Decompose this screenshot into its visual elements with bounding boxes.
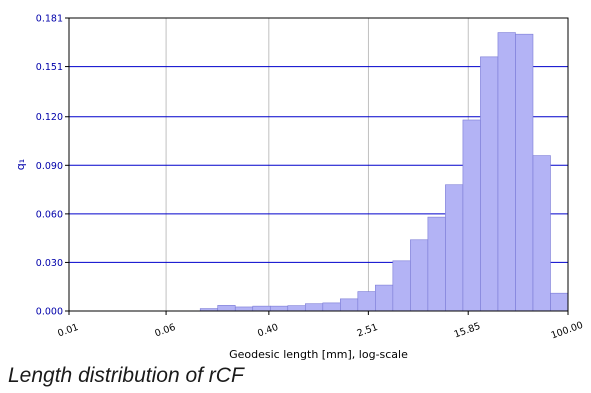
y-axis-label: q₁	[14, 159, 27, 170]
y-tick-label: 0.151	[36, 62, 63, 73]
x-tick-label: 15.85	[453, 321, 482, 341]
histogram-bar	[427, 216, 446, 312]
x-axis-label: Geodesic length [mm], log-scale	[229, 348, 408, 361]
histogram-bar	[234, 306, 254, 312]
x-tick-label: 0.06	[153, 322, 177, 340]
histogram-bar	[410, 239, 429, 312]
histogram-bars	[199, 32, 569, 312]
histogram-bar	[304, 303, 324, 312]
y-tick-label: 0.181	[36, 14, 63, 25]
histogram-bar	[532, 155, 551, 312]
histogram-bar	[515, 33, 534, 312]
y-tick-labels: 0.000 0.030 0.060 0.090 0.120 0.151 0.181	[36, 14, 69, 318]
histogram-bar	[375, 284, 394, 312]
histogram-bar	[287, 305, 306, 312]
x-tick-label: 0.01	[56, 322, 80, 340]
histogram-bar	[445, 184, 464, 312]
histogram-bar	[462, 119, 481, 312]
x-tick-label: 2.51	[356, 322, 380, 340]
histogram-bar	[322, 302, 341, 312]
histogram-bar	[480, 56, 499, 312]
x-tick-labels: 0.01 0.06 0.40 2.51 15.85 100.00	[56, 311, 585, 342]
x-tick-label: 0.40	[256, 322, 280, 340]
plot-frame	[68, 17, 569, 312]
histogram-bar	[340, 298, 359, 312]
y-tick-label: 0.060	[36, 209, 63, 220]
y-tick-label: 0.030	[36, 258, 63, 269]
y-tick-label: 0.120	[36, 112, 63, 123]
y-tick-label: 0.000	[36, 307, 63, 318]
histogram-bar	[392, 260, 411, 312]
histogram-bar	[357, 291, 376, 312]
histogram-bar	[497, 32, 516, 312]
histogram-bar	[550, 292, 569, 312]
x-tick-label: 100.00	[550, 320, 585, 342]
histogram-bar	[269, 305, 289, 312]
histogram-bar	[252, 305, 271, 312]
figure-caption: Length distribution of rCF	[8, 364, 244, 387]
y-tick-label: 0.090	[36, 161, 63, 172]
histogram-bar	[217, 305, 236, 312]
